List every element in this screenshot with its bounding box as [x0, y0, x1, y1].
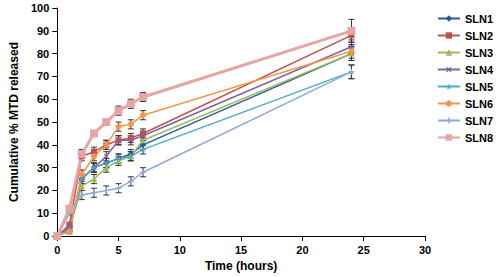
svg-text:30: 30	[419, 244, 431, 256]
svg-text:30: 30	[37, 162, 49, 174]
svg-text:SLN1: SLN1	[465, 13, 493, 25]
svg-text:25: 25	[358, 244, 370, 256]
svg-text:SLN8: SLN8	[465, 132, 493, 144]
svg-text:5: 5	[115, 244, 121, 256]
svg-text:15: 15	[235, 244, 247, 256]
svg-text:60: 60	[37, 93, 49, 105]
svg-text:80: 80	[37, 48, 49, 60]
svg-text:70: 70	[37, 70, 49, 82]
svg-text:100: 100	[31, 2, 49, 14]
svg-text:10: 10	[37, 207, 49, 219]
svg-text:20: 20	[296, 244, 308, 256]
svg-text:0: 0	[43, 230, 49, 242]
svg-text:SLN5: SLN5	[465, 81, 493, 93]
svg-text:SLN6: SLN6	[465, 98, 493, 110]
svg-text:SLN4: SLN4	[465, 64, 494, 76]
svg-text:Cumulative % MTD released: Cumulative % MTD released	[7, 42, 21, 202]
svg-text:SLN2: SLN2	[465, 30, 493, 42]
svg-text:0: 0	[54, 244, 60, 256]
svg-text:20: 20	[37, 184, 49, 196]
svg-text:Time (hours): Time (hours)	[205, 259, 277, 273]
svg-text:SLN3: SLN3	[465, 47, 493, 59]
svg-text:SLN7: SLN7	[465, 115, 493, 127]
svg-text:10: 10	[174, 244, 186, 256]
svg-text:40: 40	[37, 139, 49, 151]
svg-text:90: 90	[37, 25, 49, 37]
svg-text:50: 50	[37, 116, 49, 128]
